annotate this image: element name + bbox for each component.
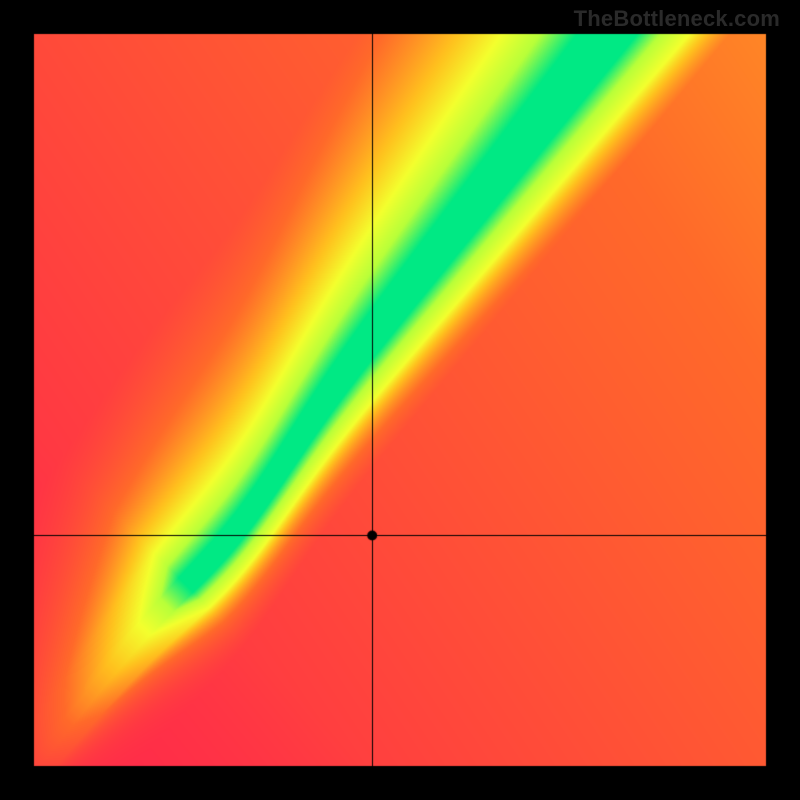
bottleneck-heatmap <box>0 0 800 800</box>
watermark-text: TheBottleneck.com <box>574 6 780 32</box>
